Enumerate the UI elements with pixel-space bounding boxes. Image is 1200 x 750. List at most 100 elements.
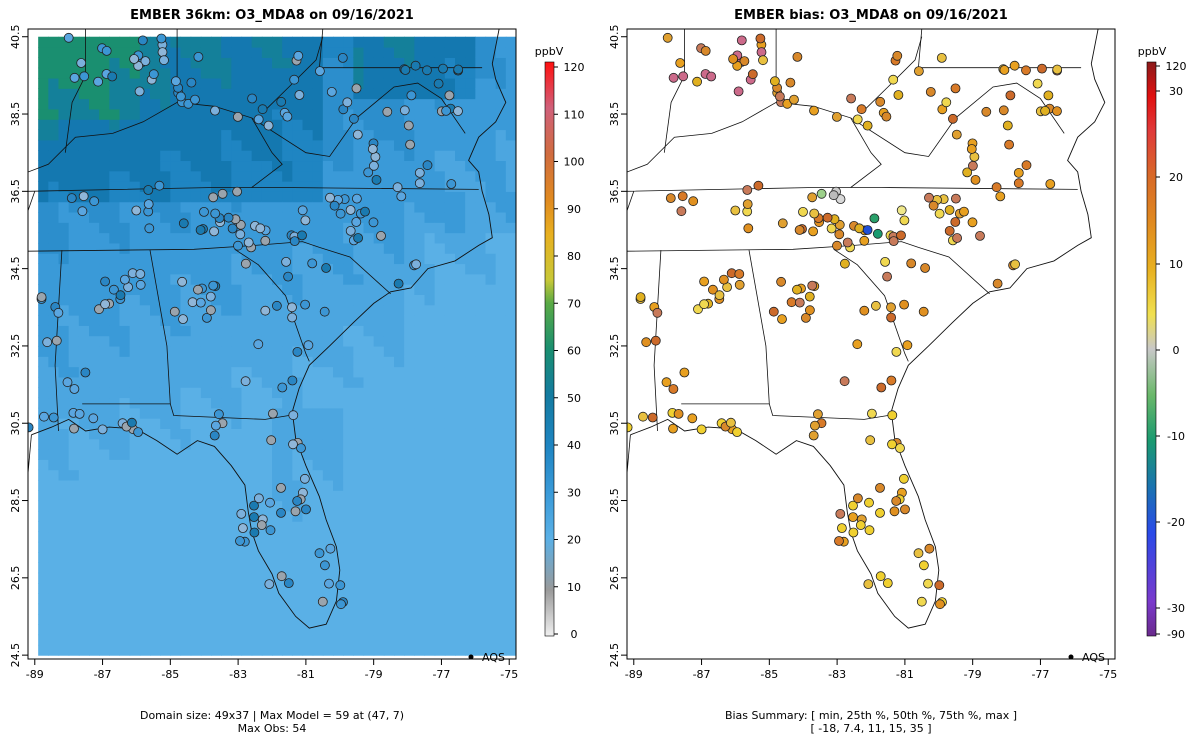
bias-point (934, 580, 945, 591)
observation-point (287, 375, 298, 386)
colorbar-tick-label: 20 (1169, 171, 1183, 184)
observation-point (210, 208, 221, 219)
observation-point (249, 500, 259, 511)
observation-point (351, 193, 362, 204)
observation-point (414, 167, 425, 178)
bias-point (807, 280, 818, 291)
colorbar-tick-label: 80 (567, 250, 581, 263)
observation-point (290, 506, 301, 517)
observation-point (297, 205, 308, 216)
observation-point (281, 256, 292, 267)
bias-point (662, 32, 673, 43)
observation-point (143, 185, 154, 195)
bias-point (714, 290, 725, 301)
observation-point (186, 77, 197, 88)
bias-point (928, 200, 939, 211)
bias-point (1037, 63, 1047, 74)
observation-point (89, 196, 100, 207)
observation-point (69, 72, 80, 83)
observation-point (210, 105, 220, 116)
observation-point (109, 284, 119, 295)
bias-point (895, 443, 905, 454)
bias-point (668, 384, 679, 394)
observation-point (267, 408, 278, 419)
bias-point (950, 83, 961, 94)
bias-point (834, 229, 845, 240)
observation-point (62, 377, 73, 388)
observation-point (140, 56, 151, 66)
y-tick-label: 34.5 (9, 256, 22, 281)
bias-point (789, 94, 799, 105)
bias-point (899, 215, 910, 226)
observation-point (345, 205, 356, 215)
bias-point (852, 339, 863, 350)
observation-point (422, 65, 432, 76)
observation-point (126, 417, 137, 428)
left-footer-line2: Max Obs: 54 (238, 722, 307, 735)
bias-point (736, 35, 747, 46)
bias-point (753, 180, 764, 191)
observation-point (353, 233, 364, 243)
observation-point (177, 276, 188, 287)
observation-point (133, 427, 144, 438)
observation-point (351, 217, 362, 227)
observation-point (325, 192, 335, 203)
bias-point (652, 307, 663, 318)
observation-point (120, 274, 130, 285)
observation-point (76, 58, 87, 68)
right-colorbar-ticks: -90 -30 -20 -10 0 10 20 30 120 (1156, 60, 1187, 641)
x-tick-label: -83 (229, 668, 247, 681)
observation-point (223, 212, 234, 223)
bias-point (918, 306, 929, 317)
bias-point (951, 129, 962, 140)
observation-point (396, 191, 407, 202)
observation-point (88, 413, 99, 424)
observation-point (154, 180, 165, 191)
observation-point (276, 571, 287, 582)
bias-point (962, 167, 973, 178)
observation-point (69, 423, 79, 434)
observation-point (293, 50, 304, 61)
state-border (251, 82, 466, 157)
observation-point (319, 560, 330, 571)
bias-point (886, 312, 896, 323)
bias-point (804, 291, 815, 302)
y-tick-label: 34.5 (608, 256, 621, 281)
observation-point (271, 300, 282, 311)
observation-point (256, 520, 267, 530)
observation-point (314, 66, 325, 76)
bias-point (679, 367, 690, 378)
observation-point (335, 208, 346, 219)
bias-point (936, 53, 947, 63)
observation-point (433, 78, 444, 89)
x-tick-label: -77 (1031, 668, 1049, 681)
y-tick-label: 24.5 (608, 643, 621, 668)
observation-point (405, 139, 416, 150)
observation-point (376, 230, 386, 241)
left-legend: AQS (468, 651, 505, 664)
bias-point (934, 208, 945, 219)
observation-point (301, 504, 311, 515)
observation-point (382, 106, 393, 117)
bias-point (696, 424, 707, 435)
state-border (28, 241, 391, 295)
observation-point (260, 305, 271, 316)
bias-point (875, 96, 886, 107)
observation-point (329, 200, 340, 211)
bias-point (839, 376, 850, 387)
bias-point (826, 223, 837, 234)
state-border (28, 434, 32, 474)
colorbar-tick-label: 90 (567, 203, 581, 216)
observation-point (422, 160, 433, 171)
observation-point (324, 578, 334, 589)
bias-point (809, 105, 819, 116)
bias-point (948, 113, 958, 124)
bias-point (941, 97, 952, 108)
observation-point (441, 106, 452, 116)
bias-point (887, 439, 897, 450)
observation-point (265, 525, 276, 536)
bias-point (893, 90, 904, 100)
bias-point (828, 190, 839, 201)
bias-point (794, 225, 805, 235)
y-tick-label: 38.5 (608, 102, 621, 127)
